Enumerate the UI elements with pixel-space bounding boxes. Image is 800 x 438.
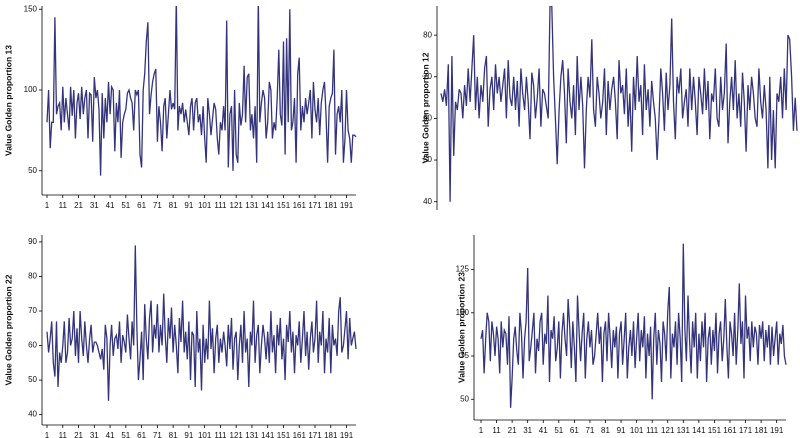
x-tick-label: 71 <box>153 201 162 210</box>
y-tick-label: 70 <box>423 72 432 81</box>
y-tick-label: 75 <box>460 351 469 360</box>
x-tick-label: 121 <box>661 426 675 435</box>
panel: 40 50 60 70 80 Value Golden proportion 12 <box>420 6 798 210</box>
y-tick-label: 40 <box>28 410 37 419</box>
y-tick-label: 50 <box>423 155 432 164</box>
x-tick-label: 171 <box>739 426 753 435</box>
x-tick-label: 181 <box>324 201 338 210</box>
x-tick-label: 111 <box>214 431 227 438</box>
y-tick-label: 60 <box>28 341 37 350</box>
x-tick-label: 191 <box>340 431 354 438</box>
x-tick-label: 161 <box>293 201 307 210</box>
x-tick-label: 51 <box>121 431 130 438</box>
y-tick-label: 70 <box>28 306 37 315</box>
y-axis-title: Value Golden proportion 12 <box>420 52 430 163</box>
y-tick-label: 80 <box>423 30 432 39</box>
x-tick-label: 81 <box>601 426 610 435</box>
x-tick-label: 11 <box>492 426 501 435</box>
x-tick-label: 151 <box>277 201 291 210</box>
x-tick-label: 111 <box>646 426 659 435</box>
x-tick-label: 171 <box>308 201 322 210</box>
y-axis-title: Value Golden proportion 22 <box>3 274 13 385</box>
x-tick-label: 31 <box>90 201 99 210</box>
x-tick-label: 21 <box>74 431 83 438</box>
x-tick-label: 191 <box>770 426 784 435</box>
x-tick-label: 111 <box>214 201 227 210</box>
y-tick-label: 150 <box>24 4 38 13</box>
y-tick-label: 40 <box>423 197 432 206</box>
y-axis-title: Value Golden proportion 23 <box>456 272 466 383</box>
x-tick-label: 61 <box>137 201 146 210</box>
x-tick-label: 51 <box>554 426 563 435</box>
x-tick-label: 11 <box>59 431 68 438</box>
data-line <box>480 243 787 408</box>
x-tick-label: 151 <box>708 426 722 435</box>
x-tick-label: 131 <box>245 201 259 210</box>
x-tick-label: 91 <box>184 201 193 210</box>
x-tick-label: 141 <box>261 431 275 438</box>
data-line <box>46 6 357 176</box>
y-axis-title: Value Golden proportion 13 <box>3 45 13 156</box>
y-tick-label: 80 <box>28 272 37 281</box>
x-tick-label: 181 <box>754 426 768 435</box>
data-line <box>46 245 357 401</box>
data-line <box>440 6 798 202</box>
x-tick-label: 141 <box>692 426 706 435</box>
x-tick-label: 51 <box>121 201 130 210</box>
x-tick-label: 121 <box>230 431 244 438</box>
x-tick-label: 41 <box>106 201 115 210</box>
x-tick-label: 81 <box>169 431 178 438</box>
x-tick-label: 1 <box>45 201 50 210</box>
x-tick-label: 71 <box>153 431 162 438</box>
x-tick-label: 91 <box>184 431 193 438</box>
y-tick-label: 50 <box>28 166 37 175</box>
x-tick-label: 31 <box>90 431 99 438</box>
x-tick-label: 1 <box>45 431 50 438</box>
y-tick-label: 50 <box>460 394 469 403</box>
x-tick-label: 141 <box>261 201 275 210</box>
x-tick-label: 31 <box>523 426 532 435</box>
y-tick-label: 100 <box>456 308 470 317</box>
x-tick-label: 21 <box>508 426 517 435</box>
x-tick-label: 1 <box>479 426 484 435</box>
x-tick-label: 181 <box>324 431 338 438</box>
y-tick-label: 100 <box>24 85 38 94</box>
x-tick-label: 71 <box>585 426 594 435</box>
y-tick-label: 60 <box>423 114 432 123</box>
y-tick-label: 50 <box>28 375 37 384</box>
x-tick-label: 101 <box>198 201 212 210</box>
x-tick-label: 91 <box>617 426 626 435</box>
x-tick-label: 101 <box>198 431 212 438</box>
x-tick-label: 81 <box>169 201 178 210</box>
x-tick-label: 131 <box>245 431 259 438</box>
x-tick-label: 191 <box>340 201 354 210</box>
x-tick-label: 151 <box>277 431 291 438</box>
y-tick-label: 125 <box>456 265 470 274</box>
x-tick-label: 61 <box>570 426 579 435</box>
x-tick-label: 61 <box>137 431 146 438</box>
x-tick-label: 121 <box>230 201 244 210</box>
x-tick-label: 101 <box>630 426 644 435</box>
x-tick-label: 11 <box>59 201 68 210</box>
x-tick-label: 41 <box>539 426 548 435</box>
x-tick-label: 171 <box>308 431 322 438</box>
x-tick-label: 131 <box>677 426 691 435</box>
x-tick-label: 41 <box>106 431 115 438</box>
x-tick-label: 161 <box>723 426 737 435</box>
y-tick-label: 90 <box>28 237 37 246</box>
x-tick-label: 21 <box>74 201 83 210</box>
x-tick-label: 161 <box>293 431 307 438</box>
